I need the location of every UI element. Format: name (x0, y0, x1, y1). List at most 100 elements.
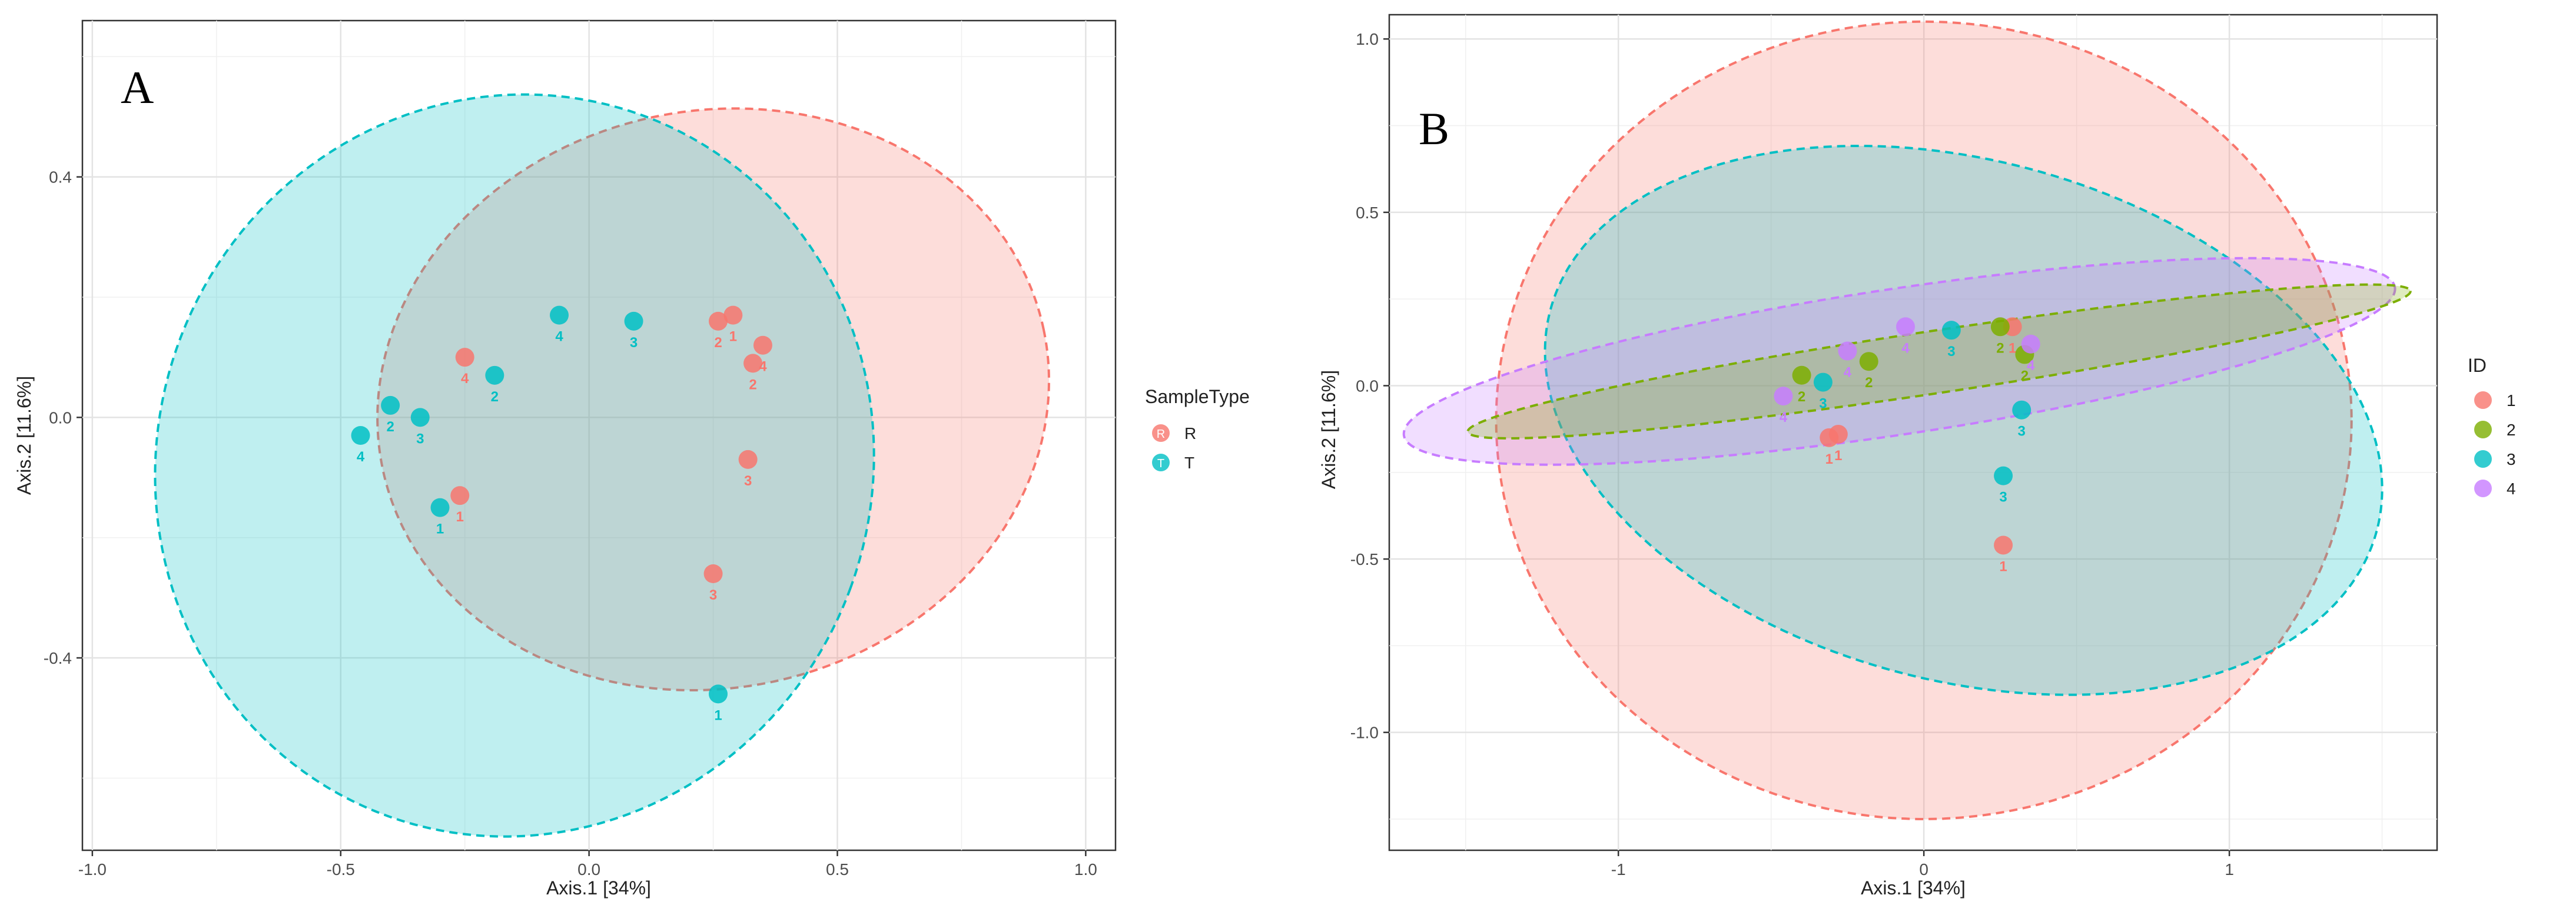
a-ellipse-r (376, 107, 1050, 692)
panel-b-legend-title: ID (2468, 355, 2487, 376)
b-point-label-12: 4 (1780, 410, 1788, 425)
a-point-label-11: 2 (386, 419, 394, 435)
panel-a-legend-key-r-letter: R (1157, 428, 1165, 441)
panel-b-legend-label-1: 1 (2507, 391, 2516, 410)
panel-b-y-ticks: -1.0 -0.5 0.0 0.5 1.0 (1350, 30, 1389, 742)
a-x-tick-label-2: 0.0 (577, 860, 600, 879)
b-y-tick-label-4: 1.0 (1356, 30, 1379, 48)
panel-b-legend-label-3: 3 (2507, 450, 2516, 468)
a-point-label-6: 1 (456, 509, 464, 525)
panel-b-legend-entry-4: 4 (2474, 480, 2516, 498)
b-point-4 (1792, 365, 1811, 385)
a-point-12 (410, 408, 430, 427)
a-point-1 (709, 311, 728, 331)
panel-b-legend-key-2 (2474, 421, 2492, 438)
panel-a-letter: A (121, 62, 154, 113)
panel-a-legend-key-t (1152, 454, 1170, 471)
panel-b-plot-area (1388, 14, 2438, 851)
a-point-14 (430, 498, 450, 517)
panel-b-legend-key-3 (2474, 450, 2492, 468)
a-point-label-14: 1 (436, 521, 444, 537)
panel-a-legend-label-t: T (1184, 454, 1194, 472)
a-y-tick-label-0: -0.4 (44, 649, 72, 667)
panel-b-legend-key-4 (2474, 480, 2492, 497)
b-ellipse-2 (1466, 283, 2412, 440)
b-y-tick-label-3: 0.5 (1356, 204, 1379, 222)
panel-a-legend-label-r: R (1184, 424, 1196, 442)
panel-b-grid (1389, 15, 2437, 850)
b-point-label-7: 2 (2021, 368, 2029, 384)
panel-a-legend-key-t-letter: T (1157, 457, 1164, 470)
b-point-5 (1859, 352, 1878, 371)
b-point-label-11: 3 (1999, 490, 2007, 505)
b-point-label-2: 1 (2009, 340, 2016, 356)
b-point-label-10: 3 (2018, 424, 2026, 440)
b-y-tick-label-1: -0.5 (1350, 550, 1379, 568)
panel-b-y-axis-title: Axis.2 [11.6%] (1318, 370, 1339, 489)
panel-b-legend-label-4: 4 (2507, 480, 2516, 498)
b-point-label-13: 4 (1844, 365, 1852, 381)
a-point-label-4: 2 (749, 377, 756, 392)
a-point-2 (723, 305, 743, 325)
a-point-15 (709, 684, 728, 704)
a-x-tick-label-3: 0.5 (826, 860, 849, 879)
b-point-label-6: 2 (1996, 340, 2004, 356)
panel-b-legend-label-2: 2 (2507, 421, 2516, 439)
b-y-tick-label-2: 0.0 (1356, 377, 1379, 395)
panel-b-legend-entry-2: 2 (2474, 421, 2516, 439)
a-point-10 (485, 365, 504, 385)
a-point-9 (624, 311, 643, 331)
panel-a-x-axis-title: Axis.1 [34%] (546, 877, 651, 899)
a-point-label-12: 3 (416, 431, 424, 447)
b-point-label-3: 1 (1999, 558, 2007, 574)
a-point-4 (743, 354, 763, 373)
b-point-label-0: 1 (1834, 448, 1842, 464)
b-point-label-1: 1 (1825, 451, 1833, 467)
a-point-3 (753, 335, 772, 355)
a-point-label-13: 4 (357, 449, 365, 465)
a-y-tick-label-1: 0.0 (49, 408, 72, 427)
panel-a-legend-key-r (1152, 424, 1170, 442)
b-point-6 (1990, 317, 2010, 337)
b-point-13 (1838, 341, 1857, 361)
a-point-8 (550, 305, 569, 325)
b-point-8 (1813, 372, 1833, 392)
a-y-tick-label-2: 0.4 (49, 168, 72, 187)
b-point-11 (1994, 466, 2013, 485)
panel-a-plot-area (81, 19, 1117, 851)
a-point-13 (351, 426, 370, 445)
panel-a-y-ticks: -0.4 0.0 0.4 (44, 168, 82, 667)
a-point-label-10: 2 (491, 389, 499, 405)
panel-a-y-axis-title: Axis.2 [11.6%] (14, 376, 35, 495)
b-x-tick-label-2: 1 (2225, 860, 2234, 879)
b-point-15 (2021, 334, 2040, 354)
b-y-tick-label-0: -1.0 (1350, 724, 1379, 742)
panel-a-legend-entry-t: T T (1152, 454, 1194, 472)
panel-a-legend: SampleType R R T T (1145, 386, 1250, 472)
panel-a-ellipses (154, 93, 1050, 838)
a-x-tick-label-4: 1.0 (1074, 860, 1097, 879)
b-point-label-9: 3 (1947, 344, 1955, 360)
panel-b-legend: ID 1 2 3 4 (2468, 355, 2516, 498)
panel-b-x-axis-title: Axis.1 [34%] (1861, 877, 1966, 899)
panel-a-x-ticks: -1.0 -0.5 0.0 0.5 1.0 (78, 850, 1097, 879)
b-point-label-5: 2 (1865, 375, 1873, 391)
b-point-12 (1774, 387, 1793, 406)
panel-b-letter: B (1419, 103, 1449, 154)
b-point-3 (1994, 535, 2013, 555)
a-point-label-0: 4 (461, 371, 469, 387)
panel-a-legend-title: SampleType (1145, 386, 1250, 407)
a-x-tick-label-1: -0.5 (327, 860, 355, 879)
a-point-label-8: 4 (555, 329, 563, 345)
b-point-1 (1820, 428, 1839, 447)
a-point-label-15: 1 (714, 707, 722, 723)
a-ellipse-t (154, 93, 875, 838)
a-point-label-9: 3 (630, 335, 638, 351)
b-point-label-15: 4 (2027, 358, 2035, 374)
b-point-label-4: 2 (1798, 389, 1805, 405)
panel-b-legend-key-1 (2474, 391, 2492, 409)
b-point-14 (1896, 317, 1916, 337)
